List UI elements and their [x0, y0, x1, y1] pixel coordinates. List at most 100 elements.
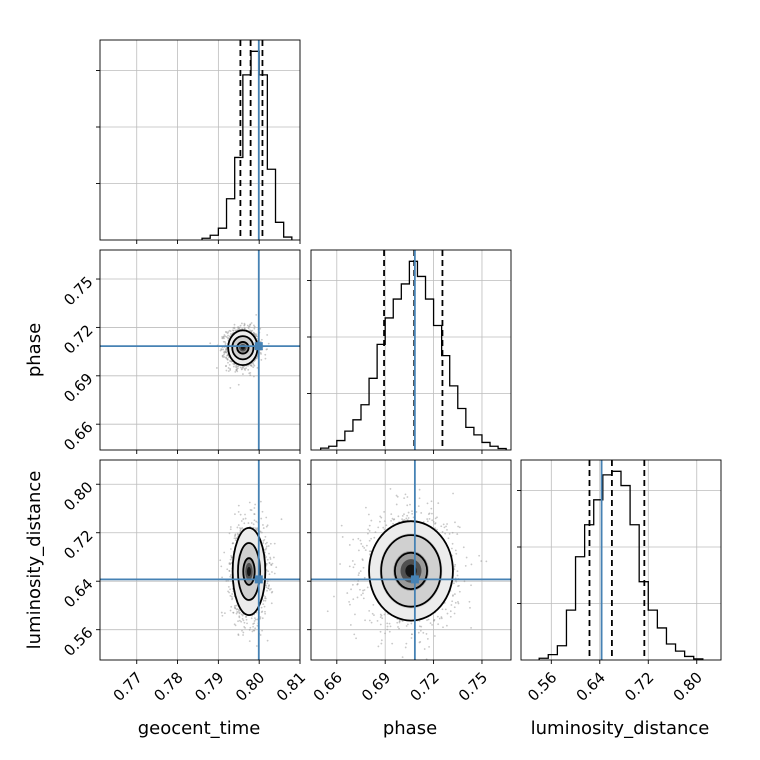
- sample-point: [386, 622, 389, 625]
- axis-labels: geocent_time phase luminosity_distance p…: [24, 323, 709, 739]
- sample-point: [462, 546, 465, 549]
- sample-point: [428, 517, 431, 520]
- sample-point: [397, 515, 400, 518]
- sample-point: [237, 367, 239, 370]
- sample-point: [230, 595, 233, 598]
- hist-panel-luminosity_distance: [517, 459, 722, 664]
- sample-point: [222, 348, 225, 351]
- sample-point: [433, 619, 435, 622]
- sample-point: [272, 556, 275, 559]
- sample-point: [410, 622, 413, 625]
- sample-point: [403, 519, 406, 521]
- sample-point: [446, 528, 448, 531]
- sample-point: [249, 323, 252, 326]
- sample-point: [238, 619, 241, 622]
- sample-point: [221, 614, 224, 617]
- sample-point: [453, 568, 456, 571]
- sample-point: [440, 616, 443, 618]
- sample-point: [269, 558, 272, 560]
- xtick-label-geocent_time-4: 0.81: [273, 668, 309, 704]
- sample-point: [235, 604, 238, 607]
- density-level-4: [246, 566, 251, 577]
- sample-point: [237, 383, 240, 386]
- sample-point: [264, 599, 267, 602]
- sample-point: [427, 618, 430, 621]
- xtick-label-geocent_time-3: 0.80: [232, 668, 268, 704]
- sample-point: [227, 361, 229, 364]
- sample-point: [354, 613, 356, 616]
- sample-point: [280, 518, 283, 521]
- sample-point: [451, 531, 454, 534]
- sample-point: [242, 631, 245, 634]
- sample-point: [226, 568, 229, 571]
- sample-point: [451, 595, 454, 597]
- sample-point: [450, 547, 453, 550]
- sample-point: [470, 563, 473, 566]
- sample-point: [241, 327, 244, 330]
- sample-point: [392, 522, 394, 525]
- sample-point: [237, 620, 239, 623]
- sample-point: [363, 576, 366, 579]
- sample-point: [388, 622, 391, 625]
- sample-point: [264, 595, 267, 598]
- sample-point: [255, 333, 258, 336]
- panel-frame: [99, 459, 301, 661]
- ytick-label-luminosity_distance-2: 0.72: [60, 527, 96, 563]
- sample-point: [225, 580, 228, 582]
- sample-point: [383, 520, 386, 523]
- sample-point: [235, 369, 238, 371]
- sample-point: [348, 565, 351, 568]
- sample-point: [247, 368, 250, 371]
- xlabel-geocent-time: geocent_time: [138, 718, 261, 739]
- sample-point: [404, 646, 407, 649]
- sample-point: [259, 617, 262, 620]
- sample-point: [403, 497, 406, 500]
- sample-point: [480, 560, 483, 562]
- 2d-panel-geocent_time-phase: [96, 249, 301, 454]
- sample-point: [456, 574, 459, 577]
- sample-point: [228, 569, 231, 572]
- sample-point: [233, 326, 236, 329]
- sample-point: [407, 517, 410, 519]
- sample-point: [419, 629, 422, 632]
- sample-point: [340, 524, 343, 527]
- sample-point: [470, 626, 472, 629]
- sample-point: [436, 516, 438, 519]
- sample-point: [417, 631, 420, 634]
- sample-point: [254, 618, 257, 621]
- sample-point: [270, 602, 273, 605]
- sample-point: [235, 366, 238, 369]
- sample-point: [426, 520, 429, 523]
- contour-line-1: [231, 335, 255, 361]
- sample-point: [247, 522, 250, 524]
- sample-point: [243, 522, 246, 525]
- sample-point: [453, 582, 455, 585]
- sample-point: [248, 325, 251, 327]
- sample-point: [228, 532, 231, 535]
- sample-point: [363, 589, 366, 591]
- sample-point: [417, 505, 420, 508]
- sample-point: [238, 608, 240, 611]
- sample-point: [254, 617, 256, 620]
- sample-point: [227, 334, 229, 337]
- sample-point: [376, 619, 379, 622]
- sample-point: [411, 512, 414, 515]
- sample-point: [220, 565, 223, 568]
- sample-point: [271, 562, 274, 565]
- sample-point: [253, 364, 256, 367]
- sample-point: [379, 515, 382, 518]
- sample-point: [275, 566, 278, 569]
- sample-point: [433, 635, 436, 637]
- sample-point: [232, 611, 235, 614]
- sample-point: [453, 612, 456, 615]
- sample-point: [223, 334, 226, 336]
- sample-point: [386, 628, 389, 631]
- sample-point: [253, 513, 256, 516]
- sample-point: [450, 604, 453, 606]
- sample-point: [403, 513, 405, 516]
- xtick-label-phase-0: 0.66: [310, 668, 346, 704]
- sample-point: [243, 322, 246, 325]
- sample-point: [233, 323, 236, 326]
- sample-point: [254, 527, 257, 530]
- sample-point: [438, 617, 441, 620]
